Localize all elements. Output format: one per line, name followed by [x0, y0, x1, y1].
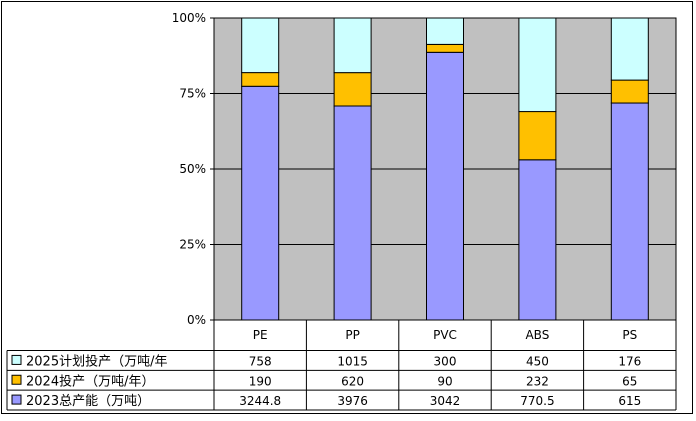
y-tick-label: 25%: [179, 238, 206, 252]
bar-segment-ABS-s0: [518, 159, 557, 321]
table-cell-s2-PS: 176: [618, 354, 641, 368]
bar-segment-PS-s0: [610, 102, 649, 321]
bar-segment-PE-s2: [241, 17, 280, 74]
y-tick-label: 100%: [172, 11, 206, 25]
x-category-label: PS: [622, 328, 637, 342]
bar-segment-PVC-s2: [426, 17, 464, 45]
table-cell-s0-PS: 615: [618, 394, 641, 408]
table-cell-s1-ABS: 232: [526, 374, 549, 388]
y-tick-label: 75%: [179, 87, 206, 101]
table-cell-s0-PP: 3976: [337, 394, 368, 408]
plot-border: [213, 17, 677, 321]
table-cell-s2-PE: 758: [249, 354, 272, 368]
table-cell-s2-PVC: 300: [434, 354, 457, 368]
legend-label-s1: 2024投产（万吨/年）: [26, 373, 154, 389]
y-tick-label: 0%: [187, 313, 206, 327]
bar-segment-ABS-s1: [518, 111, 557, 161]
y-tick-label: 50%: [179, 162, 206, 176]
bar-segment-PS-s1: [610, 79, 649, 104]
bar-segment-PP-s0: [333, 105, 372, 321]
x-category-label: ABS: [525, 328, 549, 342]
table-cell-s1-PP: 620: [341, 374, 364, 388]
bar-segment-PS-s2: [610, 17, 649, 81]
bar-segment-PVC-s0: [426, 51, 464, 321]
bar-segment-PE-s1: [241, 72, 280, 87]
table-cell-s0-ABS: 770.5: [520, 394, 554, 408]
table-cell-s0-PE: 3244.8: [239, 394, 281, 408]
table-cell-s2-ABS: 450: [526, 354, 549, 368]
x-category-label: PE: [253, 328, 268, 342]
bar-segment-PE-s0: [241, 85, 280, 321]
bar-segment-ABS-s2: [518, 17, 557, 113]
legend-label-s2: 2025计划投产（万吨/年: [26, 353, 167, 369]
bar-segment-PVC-s1: [426, 43, 464, 53]
table-cell-s1-PE: 190: [249, 374, 272, 388]
legend-swatch-s1: [11, 374, 22, 385]
bar-segment-PP-s2: [333, 17, 372, 74]
x-category-label: PVC: [433, 328, 457, 342]
x-category-label: PP: [345, 328, 359, 342]
bar-segment-PP-s1: [333, 72, 372, 107]
table-cell-s1-PVC: 90: [437, 374, 452, 388]
table-cell-s1-PS: 65: [622, 374, 637, 388]
table-cell-s0-PVC: 3042: [430, 394, 461, 408]
legend-swatch-s0: [11, 394, 22, 405]
legend-swatch-s2: [11, 354, 22, 365]
table-cell-s2-PP: 1015: [337, 354, 368, 368]
legend-label-s0: 2023总产能（万吨）: [26, 394, 150, 409]
